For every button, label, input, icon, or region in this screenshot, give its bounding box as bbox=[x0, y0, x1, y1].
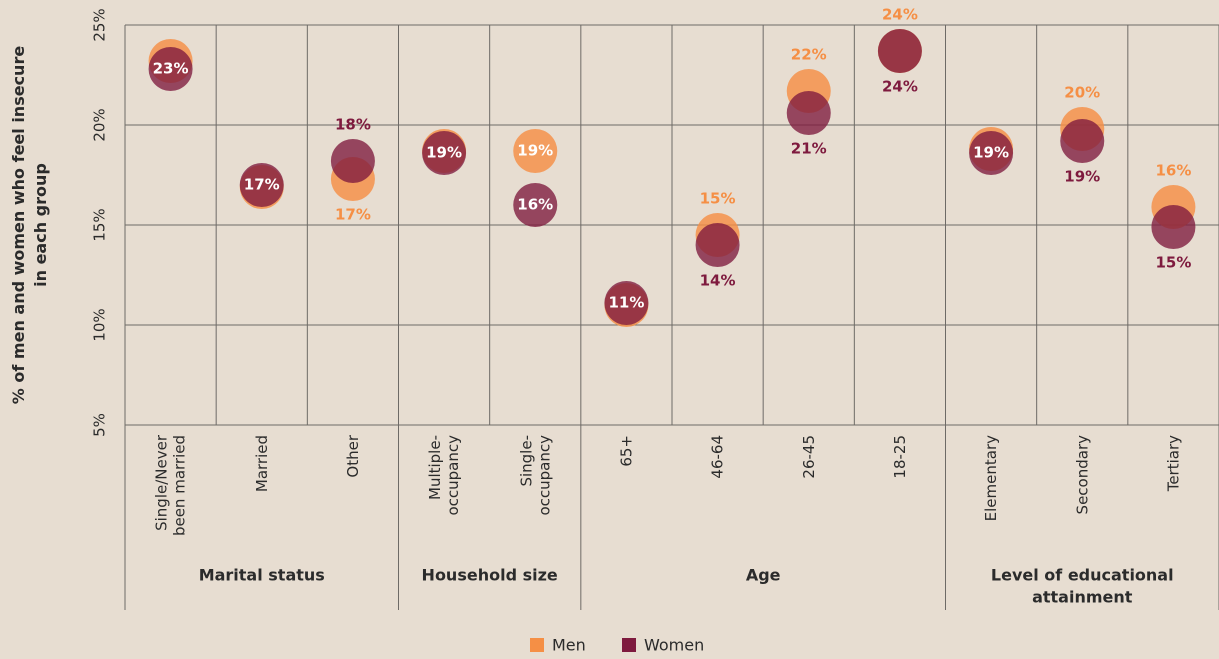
x-tick-label-line: Other bbox=[343, 434, 361, 477]
women-dot bbox=[604, 281, 649, 325]
data-label: 23% bbox=[153, 60, 189, 78]
x-tick-label: Tertiary bbox=[1164, 435, 1182, 492]
x-tick-label: Married bbox=[252, 435, 270, 492]
y-tick-label: 20% bbox=[91, 108, 109, 141]
data-label: 19% bbox=[426, 144, 462, 162]
data-label: 15% bbox=[1155, 254, 1191, 272]
data-label: 14% bbox=[700, 272, 736, 290]
x-tick-label-line: Tertiary bbox=[1164, 435, 1182, 492]
men-dot bbox=[513, 129, 558, 173]
legend-label: Men bbox=[552, 636, 586, 655]
x-tick-label-line: Single/Never bbox=[152, 434, 170, 531]
y-axis-label-line: % of men and women who feel insecure bbox=[9, 46, 28, 405]
x-tick-label-line: Multiple- bbox=[426, 435, 444, 500]
data-label: 11% bbox=[608, 294, 644, 312]
x-tick-label: Single-occupancy bbox=[517, 435, 553, 516]
y-tick-label: 25% bbox=[91, 8, 109, 41]
data-label: 16% bbox=[1155, 162, 1191, 180]
data-label: 18% bbox=[335, 116, 371, 134]
x-tick-label: Secondary bbox=[1073, 435, 1091, 515]
group-label: Age bbox=[746, 566, 781, 585]
data-label: 19% bbox=[1064, 168, 1100, 186]
x-tick-label-line: 18-25 bbox=[890, 435, 908, 479]
women-dot bbox=[330, 139, 375, 183]
x-tick-label: 18-25 bbox=[890, 435, 908, 479]
x-tick-label: 65+ bbox=[617, 435, 635, 467]
data-label: 24% bbox=[882, 78, 918, 96]
women-dot bbox=[513, 183, 558, 227]
x-tick-label-line: Married bbox=[252, 435, 270, 492]
data-label: 19% bbox=[973, 144, 1009, 162]
x-tick-label-line: 46-64 bbox=[708, 435, 726, 479]
women-dot bbox=[786, 91, 831, 135]
x-tick-label: Elementary bbox=[982, 435, 1000, 521]
x-tick-label-line: Single- bbox=[517, 435, 535, 487]
group-label: Marital status bbox=[199, 566, 325, 585]
y-tick-label: 5% bbox=[91, 413, 109, 437]
data-label: 19% bbox=[517, 142, 553, 160]
data-label: 22% bbox=[791, 46, 827, 64]
y-tick-label: 15% bbox=[91, 208, 109, 241]
x-tick-label-line: Secondary bbox=[1073, 435, 1091, 515]
x-tick-label-line: 65+ bbox=[617, 435, 635, 467]
women-dot bbox=[422, 131, 467, 175]
x-tick-label-line: occupancy bbox=[444, 435, 462, 516]
x-tick-label: Single/Neverbeen married bbox=[152, 434, 188, 536]
data-label: 21% bbox=[791, 140, 827, 158]
legend-label: Women bbox=[644, 636, 704, 655]
x-tick-label: Other bbox=[343, 434, 361, 477]
x-tick-label-line: occupancy bbox=[535, 435, 553, 516]
group-label: attainment bbox=[1032, 588, 1133, 607]
women-dot bbox=[148, 47, 193, 91]
x-tick-label: 26-45 bbox=[799, 435, 817, 479]
women-dot bbox=[1151, 205, 1196, 249]
data-label: 16% bbox=[517, 196, 553, 214]
y-tick-label: 10% bbox=[91, 308, 109, 341]
women-dot bbox=[695, 223, 740, 267]
x-tick-label: Multiple-occupancy bbox=[426, 435, 462, 516]
women-dot bbox=[239, 163, 284, 207]
x-tick-label-line: been married bbox=[170, 435, 188, 536]
data-label: 15% bbox=[700, 190, 736, 208]
x-tick-label: 46-64 bbox=[708, 435, 726, 479]
group-label: Household size bbox=[422, 566, 558, 585]
x-tick-label-line: 26-45 bbox=[799, 435, 817, 479]
legend-swatch bbox=[530, 638, 544, 652]
data-label: 17% bbox=[335, 206, 371, 224]
y-axis-label: % of men and women who feel insecure in e… bbox=[9, 46, 50, 405]
data-label: 20% bbox=[1064, 84, 1100, 102]
women-dot bbox=[1060, 119, 1105, 163]
data-label: 17% bbox=[244, 176, 280, 194]
data-label: 24% bbox=[882, 6, 918, 24]
legend-swatch bbox=[622, 638, 636, 652]
women-dot bbox=[969, 131, 1014, 175]
y-axis-label-line: in each group bbox=[31, 163, 50, 287]
x-tick-label-line: Elementary bbox=[982, 435, 1000, 521]
women-dot bbox=[877, 29, 922, 73]
group-label: Level of educational bbox=[991, 566, 1174, 585]
